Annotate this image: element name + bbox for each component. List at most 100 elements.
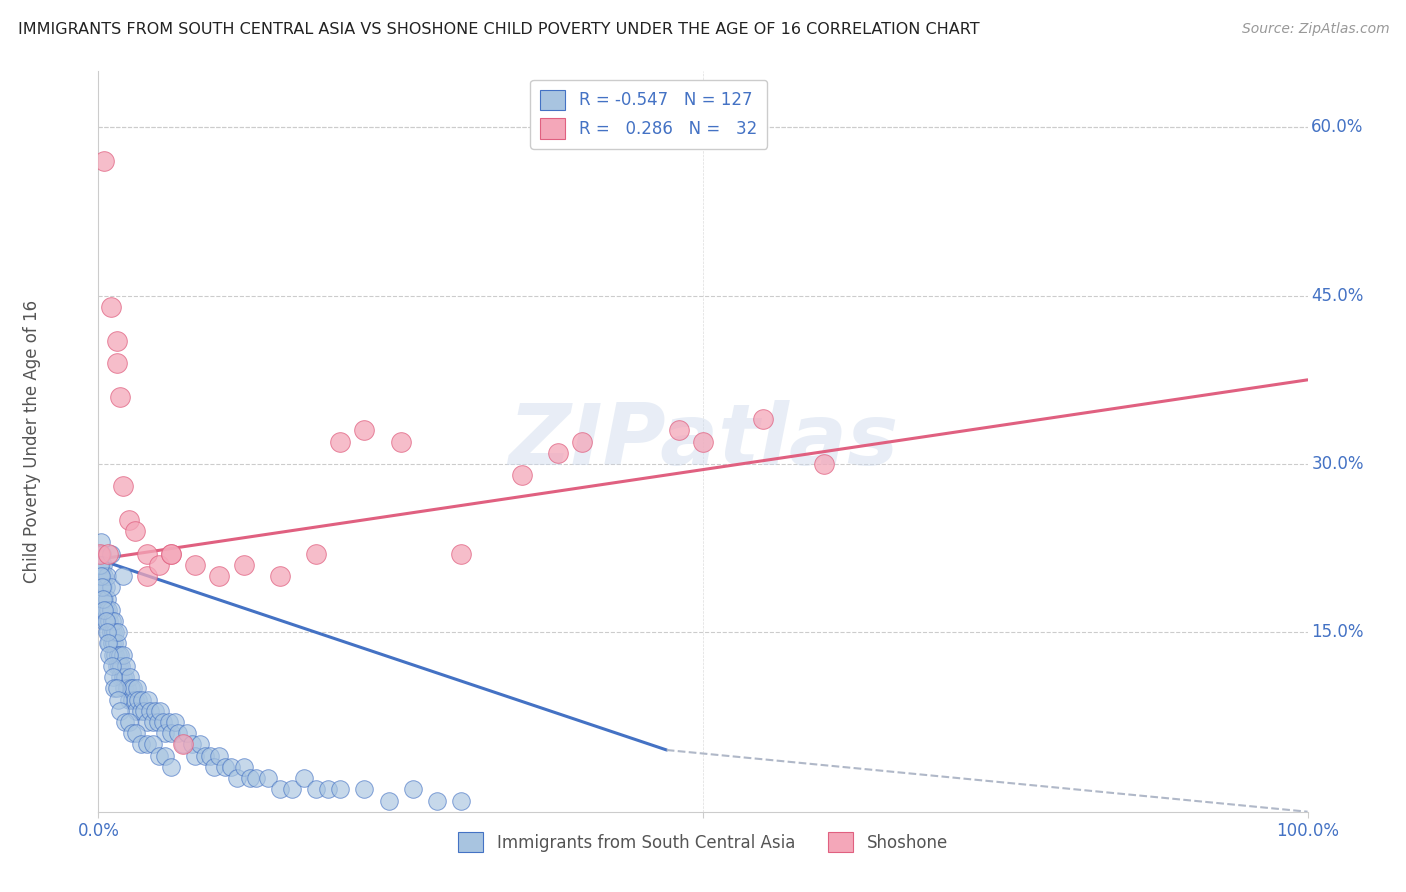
Point [96, 569, 118, 583]
Point [239, 771, 262, 785]
Point [100, 625, 122, 640]
Point [172, 738, 194, 752]
Point [450, 547, 472, 561]
Point [208, 569, 231, 583]
Point [118, 714, 141, 729]
Point [98, 614, 121, 628]
Point [100, 580, 122, 594]
Point [108, 670, 131, 684]
Point [108, 648, 131, 662]
Point [153, 748, 176, 763]
Point [105, 659, 128, 673]
Point [89, 547, 111, 561]
Point [93, 614, 115, 628]
Point [100, 603, 122, 617]
Point [353, 782, 375, 797]
Point [104, 648, 127, 662]
Point [208, 748, 231, 763]
Point [226, 771, 249, 785]
Legend: Immigrants from South Central Asia, Shoshone: Immigrants from South Central Asia, Shos… [451, 825, 955, 859]
Point [316, 782, 339, 797]
Point [305, 782, 328, 797]
Point [269, 569, 291, 583]
Point [103, 614, 125, 628]
Point [135, 569, 157, 583]
Point [100, 300, 122, 314]
Point [111, 479, 134, 493]
Text: ZIPatlas: ZIPatlas [508, 400, 898, 483]
Point [143, 704, 166, 718]
Point [94, 580, 117, 594]
Point [97, 603, 120, 617]
Point [402, 782, 425, 797]
Point [111, 648, 134, 662]
Point [111, 670, 134, 684]
Point [153, 726, 176, 740]
Point [115, 659, 138, 673]
Point [121, 726, 143, 740]
Point [232, 558, 254, 572]
Point [157, 714, 180, 729]
Point [510, 468, 533, 483]
Point [204, 760, 226, 774]
Point [131, 692, 153, 706]
Point [96, 591, 118, 606]
Point [136, 692, 159, 706]
Point [97, 636, 120, 650]
Point [152, 714, 174, 729]
Point [108, 390, 131, 404]
Point [329, 434, 352, 449]
Point [135, 738, 157, 752]
Point [114, 714, 136, 729]
Point [100, 659, 122, 673]
Point [105, 636, 128, 650]
Point [91, 547, 114, 561]
Point [101, 670, 124, 684]
Point [256, 771, 278, 785]
Point [127, 681, 149, 696]
Point [96, 625, 118, 640]
Point [89, 569, 111, 583]
Point [117, 681, 139, 696]
Point [813, 457, 835, 471]
Point [97, 625, 120, 640]
Text: Source: ZipAtlas.com: Source: ZipAtlas.com [1241, 22, 1389, 37]
Point [124, 524, 146, 539]
Point [329, 782, 352, 797]
Point [160, 547, 183, 561]
Point [188, 738, 211, 752]
Point [91, 569, 114, 583]
Point [292, 771, 315, 785]
Point [125, 704, 148, 718]
Point [90, 580, 112, 594]
Point [98, 648, 121, 662]
Point [108, 704, 131, 718]
Point [353, 423, 375, 437]
Text: 30.0%: 30.0% [1312, 455, 1364, 473]
Point [450, 793, 472, 807]
Point [160, 760, 183, 774]
Point [129, 704, 152, 718]
Point [104, 625, 127, 640]
Point [112, 681, 135, 696]
Point [135, 714, 157, 729]
Point [146, 714, 169, 729]
Point [134, 704, 156, 718]
Point [377, 793, 399, 807]
Point [107, 648, 129, 662]
Point [184, 748, 207, 763]
Point [214, 760, 236, 774]
Point [194, 748, 217, 763]
Point [91, 580, 114, 594]
Point [221, 760, 243, 774]
Point [103, 636, 125, 650]
Point [122, 681, 145, 696]
Point [752, 412, 775, 426]
Point [125, 726, 148, 740]
Point [135, 547, 157, 561]
Point [90, 535, 112, 549]
Point [91, 580, 114, 594]
Point [105, 334, 128, 348]
Point [100, 636, 122, 650]
Point [692, 434, 714, 449]
